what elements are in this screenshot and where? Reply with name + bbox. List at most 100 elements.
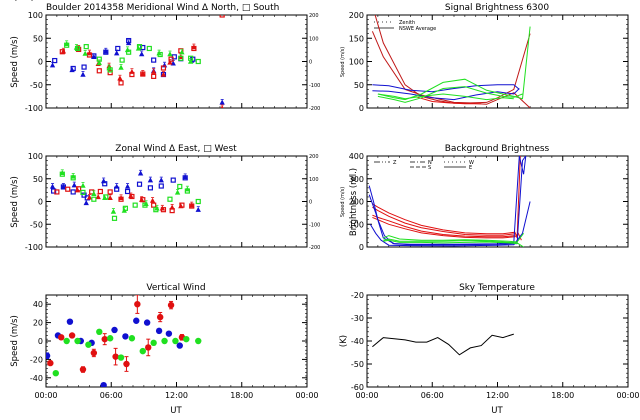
red-point (47, 359, 54, 367)
red-triangle-point (129, 68, 135, 74)
red-triangle-point (191, 44, 197, 50)
zonal-frame (45, 155, 308, 248)
blue-triangle-point (114, 50, 120, 56)
blue-square-point (140, 44, 146, 51)
blue-3-line (368, 156, 527, 246)
blue-point (66, 318, 74, 325)
green-triangle-point (154, 205, 160, 211)
green-point (52, 370, 59, 377)
sky-ytick-label: -60 (351, 383, 364, 392)
red-triangle-point (167, 59, 173, 65)
blue-point (165, 330, 173, 337)
blue-point (111, 326, 118, 334)
blue-triangle-point (71, 182, 77, 188)
blue-triangle-point (83, 200, 89, 206)
green-triangle-point (70, 173, 76, 179)
sky-frame (366, 294, 629, 388)
blue-triangle-point (158, 177, 164, 183)
red-triangle-point (60, 48, 67, 54)
blue-square-point (147, 185, 153, 191)
green-point (96, 328, 103, 335)
sky-ytick-label: -40 (351, 337, 364, 346)
green-2-line (377, 86, 523, 103)
green-square-point (132, 202, 138, 208)
green-triangle-point (110, 208, 117, 214)
green-triangle-point (143, 200, 149, 206)
blue-triangle-point (139, 51, 145, 57)
red-triangle-point (169, 204, 175, 210)
green-square-point (146, 45, 152, 52)
red-triangle-point (128, 193, 134, 199)
green-triangle-point (73, 44, 80, 50)
meridional-ytick-right-label: -100 (309, 83, 320, 89)
sky-title: Sky Temperature (459, 283, 535, 293)
red-triangle-point (140, 70, 146, 76)
green-3-line (377, 93, 514, 101)
blue-triangle-point (103, 48, 109, 54)
meridional-ytick-right-label: 100 (309, 36, 319, 42)
blue-point (122, 333, 129, 340)
sky-marks (372, 333, 514, 356)
green-square-point (83, 44, 89, 50)
red-triangle-point (107, 195, 113, 201)
blue-triangle-point (182, 174, 188, 180)
zonal-panel: -100 -50 0 50 100 -200 -100 0 100 200 (25, 152, 321, 252)
red-triangle-point (86, 194, 93, 200)
zonal-ytick-label: -50 (30, 220, 43, 229)
legend-zenith-label: Zenith (399, 20, 415, 26)
signal-panel: 0 50 100 150 200 (349, 11, 629, 113)
green-point (195, 337, 202, 345)
blue-triangle-point (114, 183, 120, 189)
blue-square-point (81, 64, 87, 70)
red-point (68, 332, 76, 339)
legend-nswe-label: NSWE Average (399, 26, 436, 32)
meridional-ytick-right-label: 0 (309, 60, 312, 66)
zonal-ylabel-right: Speed (m/s) (340, 187, 346, 217)
background-ylabel: Brightness (rel.) (349, 168, 359, 236)
red-point (156, 313, 164, 321)
red-square-point (160, 65, 167, 71)
red-point (90, 349, 98, 357)
red-point (79, 366, 87, 373)
green-triangle-point (63, 40, 70, 47)
blue-square-point (102, 181, 108, 187)
signal-title: Signal Brightness 6300 (445, 3, 549, 13)
blue-triangle-point (49, 62, 56, 68)
signal-ytick-label: 200 (349, 11, 364, 20)
green-point (117, 354, 125, 361)
meridional-ytick-right-label: -200 (309, 106, 320, 112)
sky-ytick-label: -30 (351, 314, 364, 323)
background-ytick-label: 200 (349, 198, 364, 207)
blue-triangle-point (80, 71, 86, 77)
blue-square-point (81, 192, 87, 198)
zonal-ytick-right-label: -200 (309, 245, 320, 251)
vertical-ytick-label: 20 (33, 319, 43, 328)
blue-square-point (158, 183, 164, 189)
signal-marks (371, 15, 531, 108)
red-square-point (107, 189, 113, 195)
background-ytick-label: 0 (359, 243, 364, 252)
vertical-ytick-label: -20 (30, 355, 43, 364)
legend-w-label: W (469, 160, 474, 166)
red-square-point (54, 189, 60, 195)
blue-point (176, 342, 183, 349)
red-point (167, 301, 175, 309)
red-3-line (372, 214, 515, 238)
vertical-ytick-label: -40 (30, 374, 43, 383)
blue-triangle-point (147, 177, 154, 183)
vertical-panel: -40 -20 0 20 40 00:00 06:00 12:00 18:00 00:00 (30, 294, 319, 400)
sky-xtick-label: 18:00 (551, 391, 574, 400)
blue-square-point (170, 177, 176, 183)
zonal-title: Zonal Wind Δ East, □ West (115, 144, 237, 154)
zonal-ytick-right-label: 0 (309, 200, 312, 206)
red-point (123, 360, 130, 368)
background-marks (368, 156, 531, 247)
blue-2-line (372, 88, 520, 101)
green-square-point (195, 198, 201, 205)
green-triangle-point (179, 49, 185, 55)
vertical-ytick-label: 40 (33, 300, 43, 309)
red-square-point (151, 202, 157, 208)
legend-s-label: S (428, 165, 431, 171)
green-triangle-point (135, 45, 142, 51)
green-point (150, 339, 157, 347)
